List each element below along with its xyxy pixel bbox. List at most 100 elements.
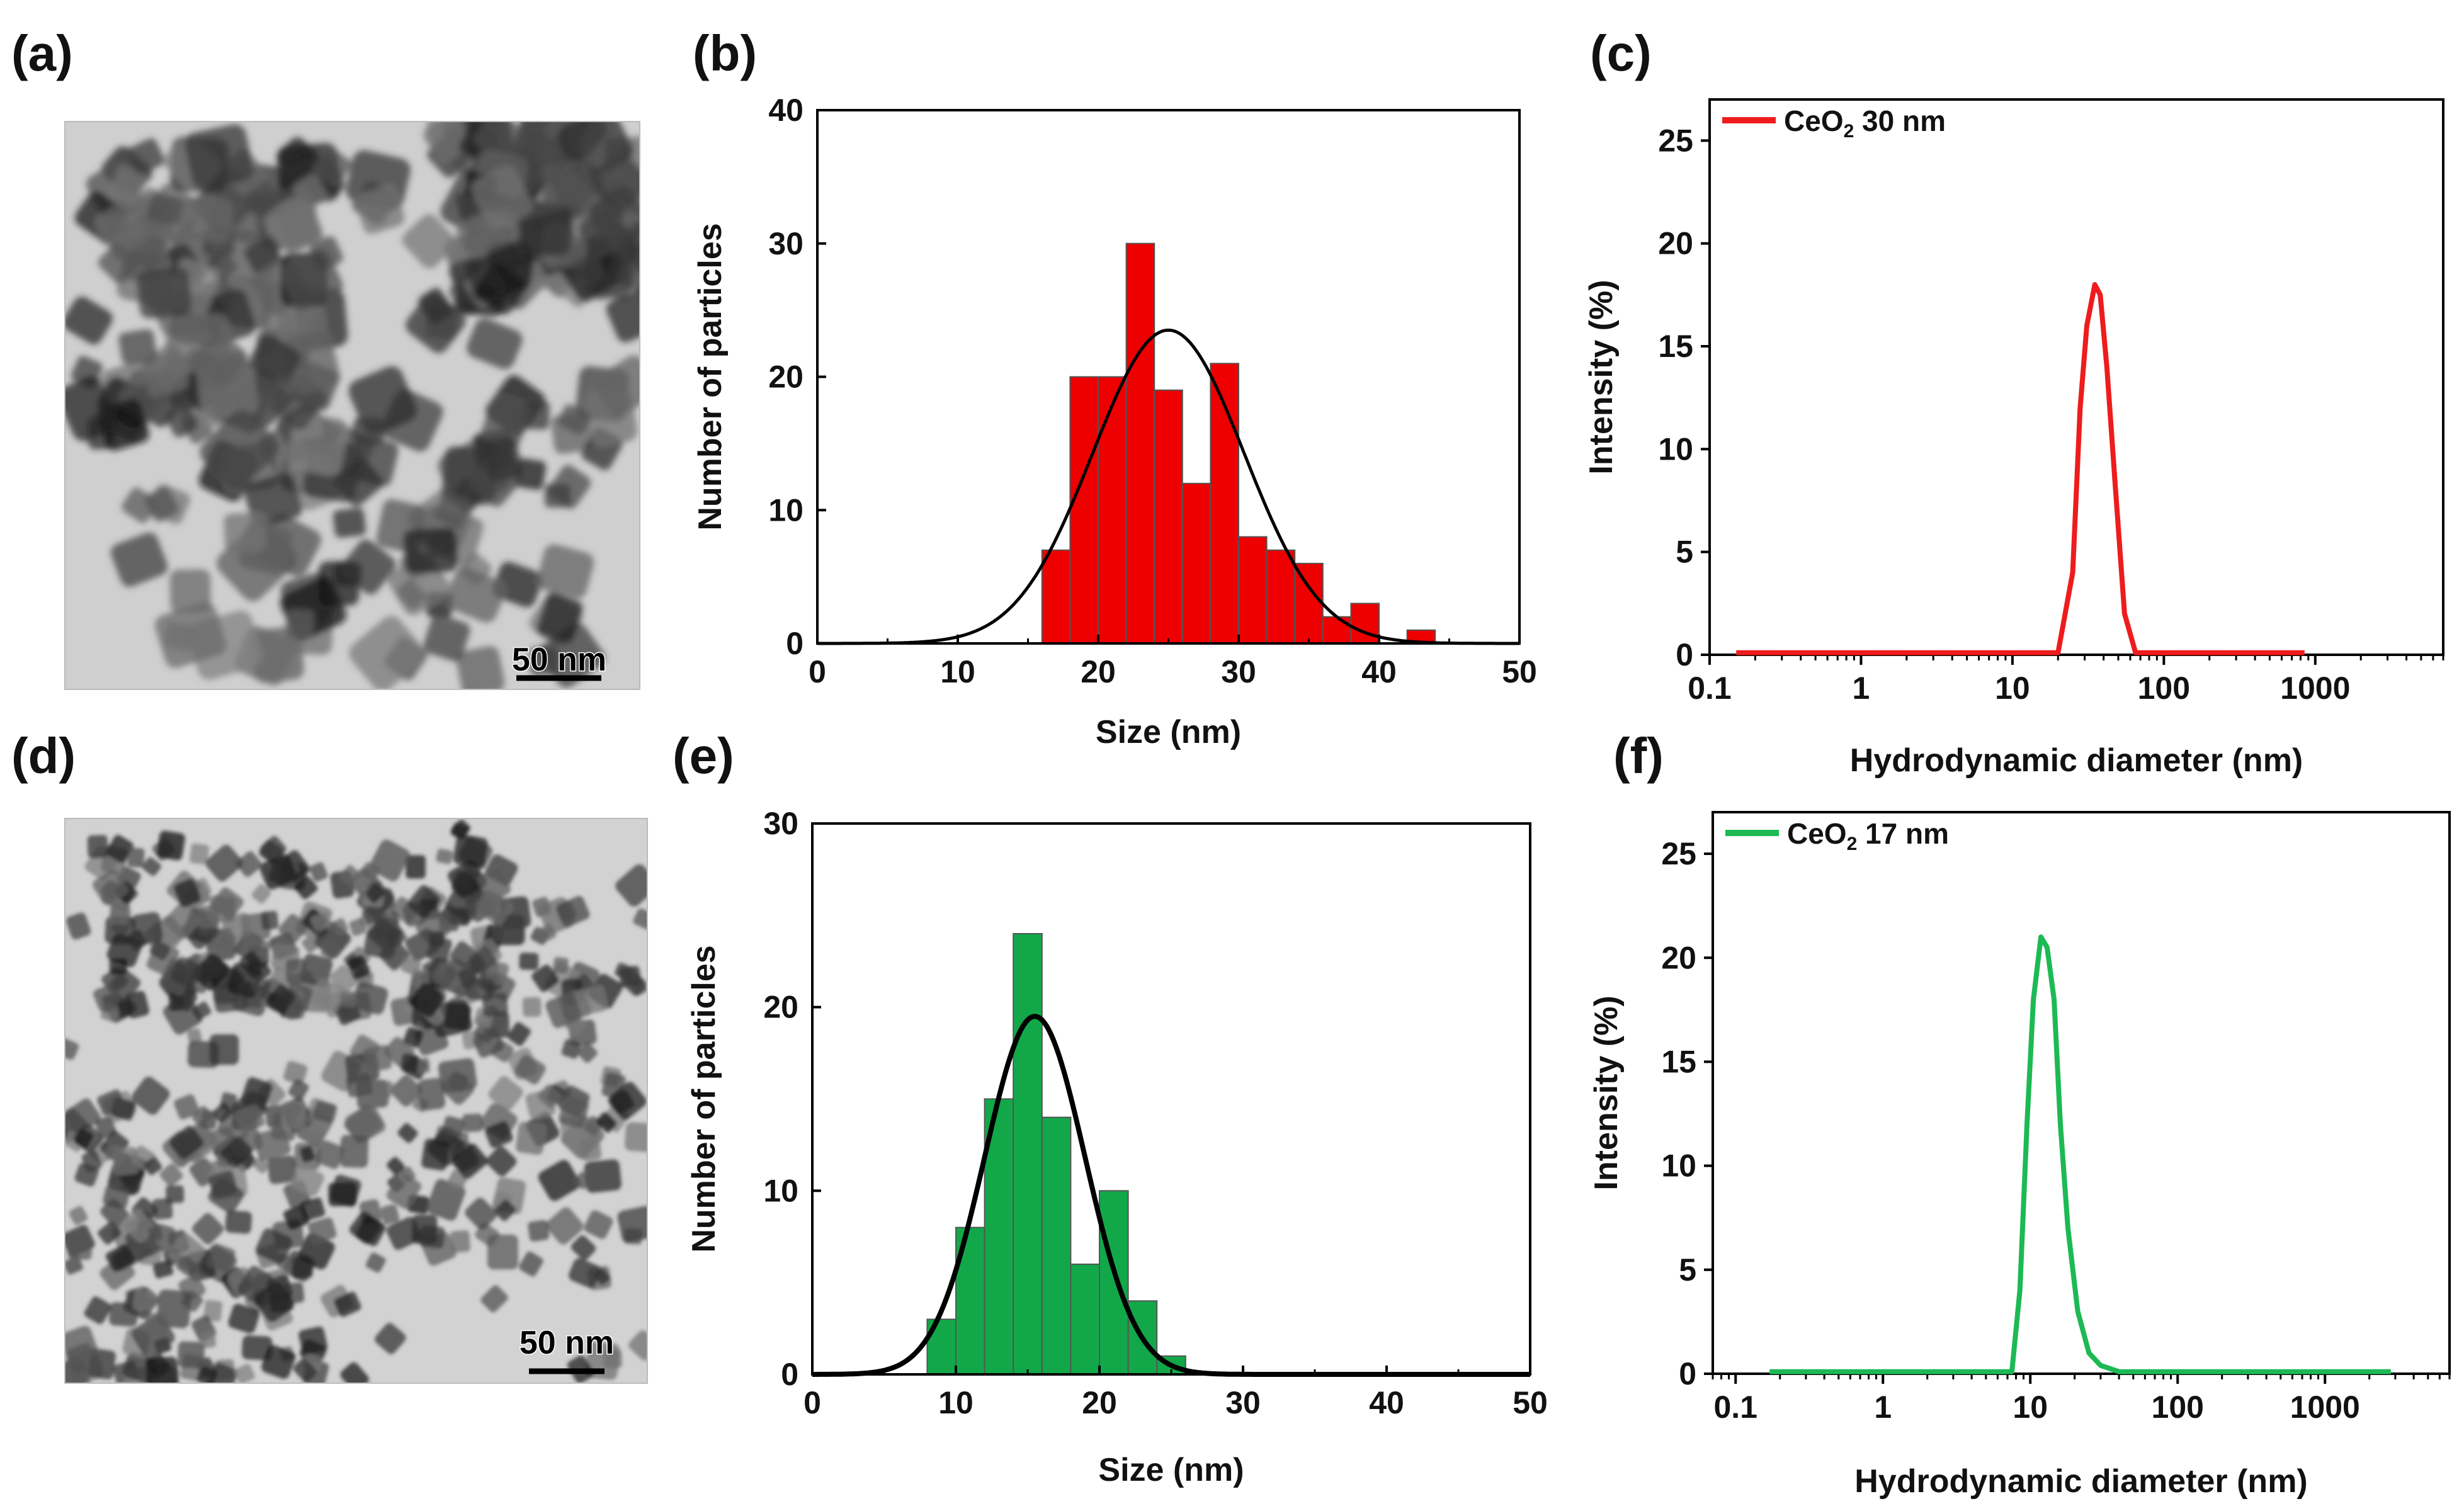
x-tick-label: 0 — [809, 654, 826, 689]
histogram-bar — [1154, 389, 1183, 644]
tem-particle — [283, 331, 341, 394]
tem-particle — [124, 990, 149, 1019]
dls-plot-c: 0.1 1 10 100 1000 0 5 10 15 20 25 CeO2 30 nm Hydrody… — [1583, 98, 2444, 779]
plot-frame — [811, 822, 1531, 1376]
tem-particle — [407, 885, 441, 919]
tem-particle — [346, 1073, 373, 1097]
tem-particle — [574, 985, 608, 1016]
y-tick-label: 0 — [1679, 1356, 1696, 1391]
tem-particle — [298, 1326, 327, 1355]
legend-subscript: 2 — [1844, 121, 1854, 142]
tem-particle — [559, 1095, 589, 1128]
tem-particle — [628, 1330, 647, 1361]
tem-particle — [519, 953, 539, 970]
tem-particle — [65, 1256, 83, 1275]
tem-image-d: 50 nm — [64, 818, 648, 1384]
tem-particle — [443, 1002, 472, 1031]
tem-particle — [241, 1335, 273, 1361]
tem-particle — [261, 910, 279, 931]
tem-particle — [105, 1146, 120, 1160]
tem-particle — [315, 1140, 344, 1169]
tem-particle — [144, 487, 179, 522]
legend-label: CeO2 30 nm — [1784, 105, 1946, 142]
tem-particle — [212, 1102, 233, 1123]
tem-particle — [220, 1136, 253, 1169]
x-tick-label: 50 — [1513, 1385, 1548, 1420]
tem-particle — [291, 1256, 313, 1279]
tem-particle — [228, 1303, 260, 1333]
y-tick-label: 20 — [763, 990, 798, 1025]
x-tick-label: 10 — [940, 654, 975, 689]
panel-label-f: (f) — [1613, 728, 1664, 784]
tem-particle — [84, 1296, 111, 1325]
tem-particle — [307, 1217, 337, 1243]
intensity-curve — [1769, 934, 2391, 1374]
tem-particle — [380, 1204, 400, 1225]
scale-bar-label-a: 50 nm — [512, 642, 606, 678]
tem-particle — [494, 1199, 516, 1221]
histogram-bar — [1210, 363, 1240, 644]
tem-particle — [538, 924, 557, 942]
tem-particle — [406, 855, 426, 879]
tem-particle — [403, 1027, 424, 1048]
tem-particle — [66, 912, 91, 940]
y-tick-label: 20 — [768, 359, 803, 395]
tem-particle — [538, 1084, 562, 1109]
tem-particle — [475, 890, 513, 925]
x-tick-label: 10 — [1995, 671, 2030, 706]
plot-frame — [1708, 98, 2444, 656]
histogram-bar — [1322, 616, 1352, 645]
x-tick-label: 30 — [1225, 1385, 1261, 1420]
tem-particle — [185, 124, 254, 190]
tem-particle — [361, 862, 380, 881]
scale-bar-label-d: 50 nm — [519, 1325, 614, 1361]
tem-particle — [402, 214, 457, 269]
y-tick-label: 20 — [1658, 226, 1693, 261]
tem-particle — [122, 1209, 156, 1243]
histogram-bar — [1099, 1190, 1129, 1376]
intensity-curve — [1736, 282, 2305, 655]
y-tick-label: 10 — [1658, 431, 1693, 467]
tem-particle — [192, 1106, 213, 1127]
tem-particle — [334, 458, 383, 507]
y-axis-title: Number of particles — [692, 223, 729, 530]
x-tick-label: 20 — [1082, 1385, 1117, 1420]
tem-particle — [288, 1079, 309, 1101]
tem-particle — [65, 1325, 98, 1364]
y-axis-title: Number of particles — [686, 945, 722, 1252]
tem-particle — [465, 1197, 497, 1230]
tem-particle — [488, 1076, 523, 1111]
tem-particle — [507, 1022, 531, 1046]
tem-particle — [445, 567, 506, 623]
x-tick-label: 1000 — [2280, 671, 2350, 706]
tem-particle — [251, 884, 271, 904]
tem-particle — [450, 1230, 470, 1253]
tem-particle — [192, 1213, 224, 1245]
tem-particle — [260, 835, 287, 863]
tem-particle — [363, 1044, 392, 1072]
tem-particle — [193, 331, 247, 386]
tem-particle — [267, 984, 296, 1013]
tem-particle — [349, 918, 366, 936]
tem-particle — [556, 896, 590, 927]
tem-particle — [403, 527, 458, 574]
x-tick-label: 100 — [2138, 671, 2190, 706]
tem-particle — [574, 1171, 592, 1189]
y-tick-label: 15 — [1658, 329, 1693, 364]
tem-particle — [561, 1039, 581, 1059]
y-tick-label: 0 — [1676, 637, 1693, 672]
tem-particle — [436, 849, 453, 864]
tem-particle — [473, 1028, 504, 1058]
y-tick-label: 40 — [768, 93, 803, 128]
tem-particle — [373, 1079, 393, 1099]
x-tick-label: 20 — [1081, 654, 1116, 689]
x-axis-title: Hydrodynamic diameter (nm) — [1850, 742, 2303, 779]
tem-particle — [633, 908, 647, 930]
tem-particle — [127, 138, 164, 174]
x-tick-label: 50 — [1502, 654, 1537, 689]
x-tick-label: 100 — [2152, 1389, 2204, 1425]
tem-particle — [462, 1113, 483, 1133]
tem-particle — [147, 193, 183, 225]
tem-particle — [608, 1082, 647, 1120]
tem-particle — [312, 147, 352, 187]
